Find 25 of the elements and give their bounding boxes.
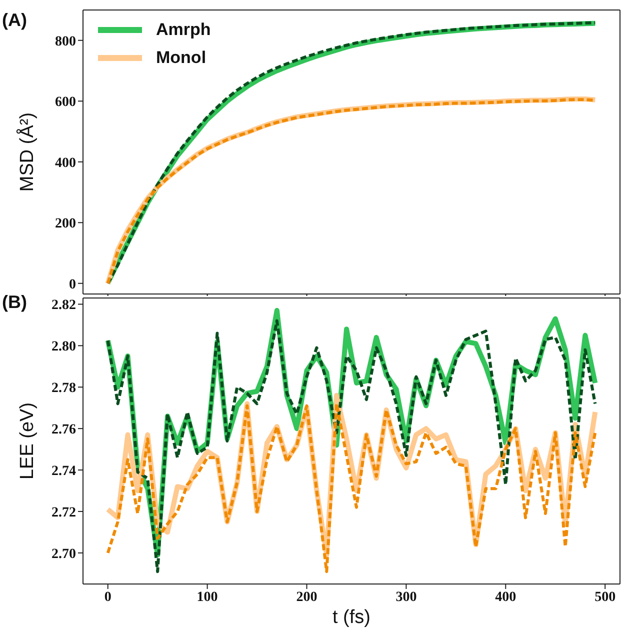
y-tick-label: 800 <box>55 34 76 50</box>
legend-label: Amrph <box>156 20 211 40</box>
chart-title: (B) <box>2 292 27 313</box>
y-tick-label: 400 <box>55 156 76 171</box>
x-tick-label: 0 <box>104 590 112 605</box>
y-axis-title: MSD (Å²) <box>16 112 38 192</box>
y-tick-label: 2.78 <box>52 381 76 396</box>
x-tick-label: 100 <box>196 590 218 605</box>
x-axis-title: t (fs) <box>332 607 370 628</box>
y-tick-label: 2.74 <box>52 464 76 479</box>
x-tick-label: 400 <box>495 590 516 605</box>
y-tick-label: 2.82 <box>52 298 76 314</box>
x-tick-label: 500 <box>594 590 616 605</box>
y-tick-label: 0 <box>69 277 76 292</box>
x-tick-label: 300 <box>396 590 417 605</box>
x-tick-label: 200 <box>296 590 318 605</box>
y-tick-label: 2.80 <box>52 340 76 355</box>
y-axis-title: LEE (eV) <box>17 402 38 480</box>
legend-label: Monol <box>156 48 206 68</box>
y-tick-label: 600 <box>55 95 76 110</box>
y-tick-label: 200 <box>55 216 76 232</box>
y-tick-label: 2.72 <box>52 505 76 520</box>
chart-title: (A) <box>2 10 27 31</box>
y-tick-label: 2.76 <box>52 422 76 438</box>
y-tick-label: 2.70 <box>52 546 76 562</box>
